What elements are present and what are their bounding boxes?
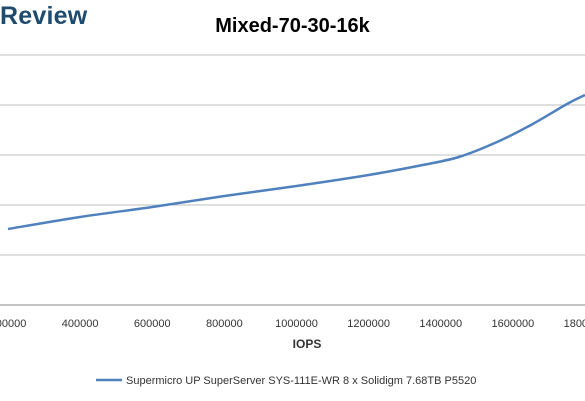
- chart-title: Mixed-70-30-16k: [215, 15, 370, 37]
- x-tick-label: 400000: [62, 318, 99, 330]
- x-axis-tick-labels: 200000 400000 600000 800000 1000000 1200000 14…: [0, 318, 585, 330]
- x-tick-label: 1800000: [564, 318, 585, 330]
- x-tick-label: 800000: [206, 318, 243, 330]
- x-axis-label: IOPS: [293, 337, 322, 351]
- x-tick-label: 1600000: [491, 318, 534, 330]
- gridlines: [0, 54, 585, 306]
- series-line: [7, 93, 585, 231]
- site-logo-text: Review: [0, 2, 88, 30]
- legend-entry: Supermicro UP SuperServer SYS-111E-WR 8 …: [126, 375, 476, 387]
- x-tick-label: 1400000: [419, 318, 462, 330]
- series-lines: [7, 93, 585, 231]
- x-tick-label: 600000: [134, 318, 171, 330]
- x-tick-label: 200000: [0, 318, 26, 330]
- x-tick-label: 1200000: [347, 318, 390, 330]
- x-tick-label: 1000000: [275, 318, 318, 330]
- legend: Supermicro UP SuperServer SYS-111E-WR 8 …: [96, 375, 476, 387]
